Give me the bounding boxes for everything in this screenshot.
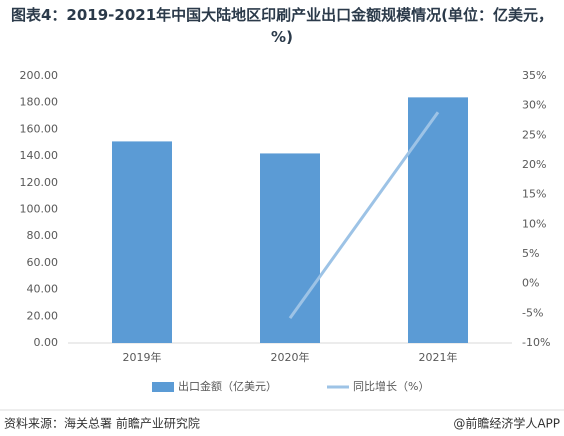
y2-tick-label: 35% xyxy=(522,69,546,82)
y-tick-label: 40.00 xyxy=(27,283,59,296)
x-tick-label: 2020年 xyxy=(271,350,310,364)
y-tick-label: 80.00 xyxy=(27,229,59,242)
y-tick-label: 180.00 xyxy=(20,96,59,109)
x-tick-label: 2021年 xyxy=(419,350,458,364)
y-tick-label: 140.00 xyxy=(20,149,59,162)
bar xyxy=(408,97,468,343)
y2-tick-label: 20% xyxy=(522,158,546,171)
y2-tick-label: 25% xyxy=(522,128,546,141)
y-tick-label: 160.00 xyxy=(20,122,59,135)
bar xyxy=(260,153,320,343)
y-tick-label: 0.00 xyxy=(34,336,59,349)
y2-tick-label: 15% xyxy=(522,188,546,201)
y2-tick-label: 10% xyxy=(522,217,546,230)
chart-title: 图表4：2019-2021年中国大陆地区印刷产业出口金额规模情况(单位：亿美元，… xyxy=(10,6,554,46)
y2-tick-label: 0% xyxy=(522,277,539,290)
legend-swatch xyxy=(152,382,174,392)
y2-tick-label: 30% xyxy=(522,99,546,112)
y2-tick-label: 5% xyxy=(522,247,539,260)
y-tick-label: 200.00 xyxy=(20,69,59,82)
line xyxy=(288,111,440,319)
credit: @前瞻经济学人APP xyxy=(453,416,560,431)
x-tick-label: 2019年 xyxy=(123,350,162,364)
source: 资料来源：海关总署 前瞻产业研究院 xyxy=(4,416,200,431)
y2-tick-label: -10% xyxy=(522,336,550,349)
bar xyxy=(112,141,172,343)
y-tick-label: 100.00 xyxy=(20,203,59,216)
y-tick-label: 60.00 xyxy=(27,256,59,269)
legend-label: 同比增长（%） xyxy=(353,379,429,393)
y-tick-label: 20.00 xyxy=(27,309,59,322)
y-tick-label: 120.00 xyxy=(20,176,59,189)
y2-tick-label: -5% xyxy=(522,306,543,319)
legend-label: 出口金额（亿美元） xyxy=(178,379,277,393)
